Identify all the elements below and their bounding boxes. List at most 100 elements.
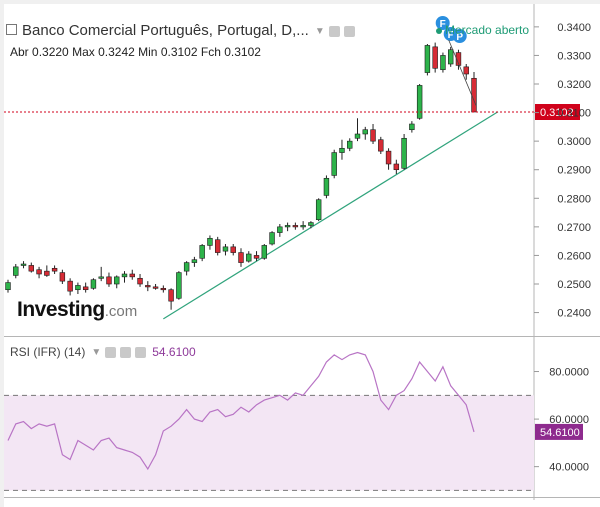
price-tick-label: 0.2400 (557, 308, 591, 320)
rsi-tick-label: 80.0000 (549, 367, 589, 379)
candle-down (106, 276, 112, 285)
ohlc-low-value: 0.3102 (160, 45, 198, 59)
price-tick-label: 0.2600 (557, 250, 591, 262)
candle-up (354, 133, 361, 139)
left-border (0, 0, 4, 507)
logo-brand: Investing (17, 298, 105, 321)
candle-up (362, 129, 368, 135)
candle-down (393, 163, 400, 171)
candle-up (261, 245, 268, 259)
ohlc-open-value: 0.3220 (32, 45, 69, 59)
candle-up (191, 259, 198, 263)
candle-down (82, 286, 89, 291)
price-tick-label: 0.2700 (557, 222, 591, 234)
event-marker-label: F (440, 19, 446, 30)
candle-up (199, 245, 205, 259)
candle-up (409, 123, 415, 131)
rsi-line (7, 351, 475, 471)
candle-up (176, 272, 182, 299)
candle-up (315, 199, 322, 221)
price-tick-label: 0.3000 (557, 136, 591, 148)
market-status-text: Mercado aberto (445, 23, 530, 37)
candle-up (207, 237, 213, 246)
last-price-layer: 0.3102 (4, 104, 580, 120)
candle-down (36, 269, 42, 275)
candle-down (471, 77, 477, 113)
rsi-band (4, 395, 534, 491)
candle-up (300, 225, 306, 228)
candle-down (370, 129, 376, 142)
candle-up (416, 85, 423, 119)
rsi-layer: 80.0000 60.0000 40.0000 54.6100 (4, 351, 589, 491)
chevron-down-icon[interactable]: ▼ (314, 25, 325, 37)
gear-icon[interactable] (120, 347, 132, 359)
event-marker-label: F (448, 30, 454, 41)
candle-up (5, 282, 11, 291)
candle-up (20, 263, 27, 266)
candle-up (246, 253, 252, 262)
ohlc-open-label: Abr (10, 45, 29, 59)
event-pointer-line (448, 39, 477, 106)
candle-up (277, 226, 283, 233)
trendline-layer (163, 111, 499, 320)
event-marker-icon (435, 16, 450, 30)
candle-down (214, 239, 221, 253)
rsi-label: RSI (IFR) (14) (10, 345, 86, 359)
candle-down (378, 139, 384, 152)
eye-icon[interactable] (328, 25, 340, 37)
candle-up (13, 266, 19, 276)
candle-up (440, 55, 446, 71)
candle-down (230, 246, 236, 253)
candle-down (238, 252, 244, 263)
candle-down (385, 150, 392, 165)
gear-icon[interactable] (343, 25, 355, 37)
candle-down (145, 285, 151, 288)
candle-down (67, 280, 73, 292)
price-tick-label: 0.3200 (557, 79, 591, 91)
price-axis-ticks: 0.3400 0.3300 0.3200 0.3100 0.3000 0.2900 0.28… (534, 22, 591, 320)
candle-down (51, 267, 58, 272)
ohlc-low-label: Min (138, 45, 158, 59)
candle-down (129, 273, 135, 278)
price-tick-label: 0.3400 (557, 22, 591, 34)
candle-up (222, 246, 229, 252)
candle-up (284, 225, 291, 228)
logo-tld: .com (104, 303, 138, 320)
candle-down (28, 265, 35, 272)
candle-down (292, 225, 299, 228)
trendline (163, 111, 499, 320)
candle-down (455, 52, 462, 66)
event-marker-icon (452, 29, 467, 43)
candle-down (152, 286, 159, 289)
candle-up (424, 45, 431, 73)
candle-up (75, 285, 81, 291)
ohlc-close-value: 0.3102 (224, 45, 261, 59)
candle-down (137, 277, 143, 285)
rsi-header-row: RSI (IFR) (14) ▼ 54.6100 (10, 345, 196, 359)
rsi-value-badge (535, 423, 583, 440)
candle-up (114, 276, 120, 285)
chevron-down-icon[interactable]: ▼ (91, 347, 102, 359)
rsi-tick-label: 40.0000 (549, 462, 589, 474)
market-status: Mercado aberto (436, 23, 529, 37)
candle-up (183, 262, 190, 272)
status-dot-icon (436, 27, 442, 34)
candle-up (401, 137, 407, 169)
rsi-current-value: 54.6100 (152, 345, 196, 359)
candle-up (269, 232, 275, 245)
ohlc-high-value: 0.3242 (98, 45, 135, 59)
last-price-label: 0.3102 (540, 107, 574, 119)
investing-logo: Investing.com (17, 298, 137, 322)
candle-up (323, 177, 330, 196)
close-icon[interactable] (135, 347, 147, 359)
collapse-icon[interactable] (6, 24, 17, 35)
candles-layer (5, 42, 477, 310)
rsi-tick-label: 60.0000 (549, 414, 589, 426)
eye-icon[interactable] (105, 347, 117, 359)
price-tick-label: 0.2900 (557, 165, 591, 177)
candle-down (168, 289, 174, 302)
candle-down (44, 270, 50, 276)
ohlc-high-label: Max (72, 45, 95, 59)
